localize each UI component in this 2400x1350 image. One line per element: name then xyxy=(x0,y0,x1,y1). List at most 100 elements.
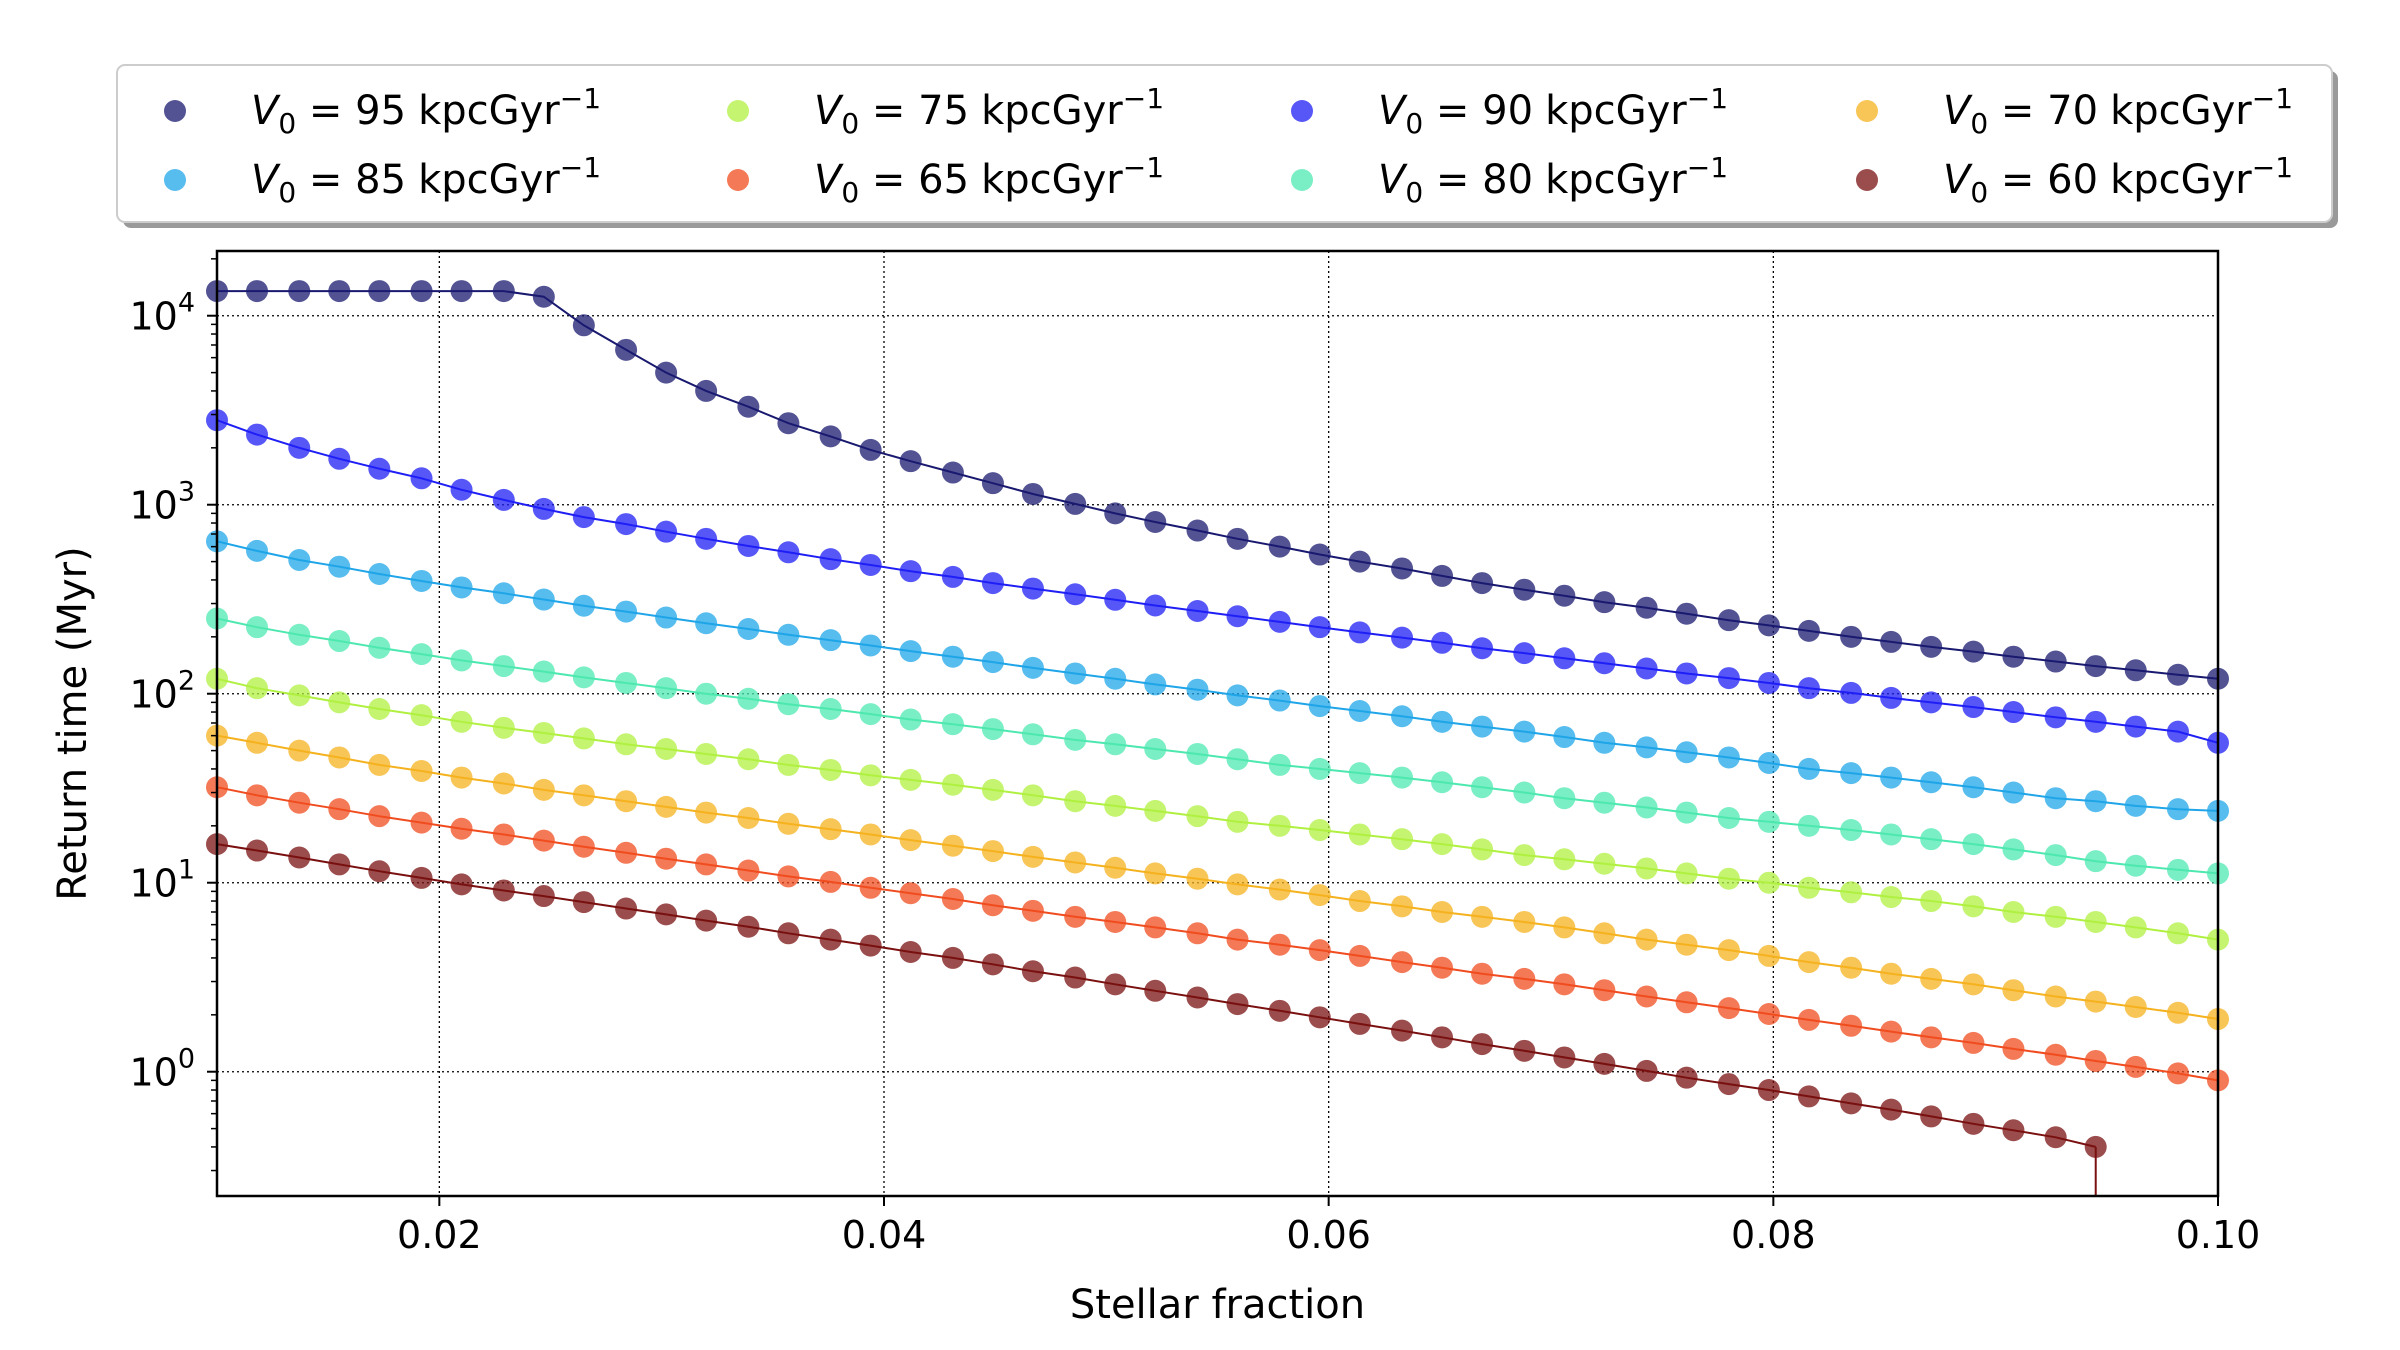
data-point xyxy=(1431,956,1454,979)
data-point xyxy=(1593,591,1616,614)
legend-label: V0 = 75 kpcGyr−1 xyxy=(814,82,1164,140)
data-point xyxy=(1593,922,1616,945)
data-point xyxy=(1797,1008,1820,1031)
data-point xyxy=(1348,823,1371,846)
data-point xyxy=(2002,701,2025,724)
data-point xyxy=(1268,878,1291,901)
data-point xyxy=(1675,662,1698,685)
data-point xyxy=(246,839,269,862)
data-point xyxy=(368,860,391,883)
data-point xyxy=(572,594,595,617)
data-point xyxy=(1186,742,1209,765)
data-point xyxy=(1593,979,1616,1002)
data-point xyxy=(1226,928,1249,951)
data-point xyxy=(450,478,473,501)
data-point xyxy=(1757,871,1780,894)
legend-marker xyxy=(727,100,749,122)
data-point xyxy=(328,691,351,714)
data-point xyxy=(2166,720,2189,743)
data-point xyxy=(2124,659,2147,682)
data-point xyxy=(328,280,351,303)
data-point xyxy=(1064,583,1087,606)
legend-item-95: V0 = 95 kpcGyr−1 xyxy=(164,82,601,140)
data-point xyxy=(1757,1079,1780,1102)
data-point xyxy=(1840,625,1863,648)
data-point xyxy=(450,576,473,599)
data-point xyxy=(1308,757,1331,780)
data-point xyxy=(1104,502,1127,525)
data-point xyxy=(1635,928,1658,951)
x-axis-label: Stellar fraction xyxy=(1070,1282,1365,1328)
data-point xyxy=(859,634,882,657)
data-point xyxy=(1104,794,1127,817)
data-point xyxy=(1144,511,1167,534)
data-point xyxy=(2002,838,2025,861)
data-point xyxy=(288,791,311,814)
data-point xyxy=(655,903,678,926)
legend-label: V0 = 80 kpcGyr−1 xyxy=(1378,151,1728,209)
data-point xyxy=(1717,609,1740,632)
data-point xyxy=(819,818,842,841)
data-point xyxy=(532,721,555,744)
legend-value: 75 xyxy=(918,88,969,134)
data-point xyxy=(492,655,515,678)
data-point xyxy=(695,682,718,705)
data-point xyxy=(2124,996,2147,1018)
data-point xyxy=(899,708,922,731)
data-point xyxy=(2002,1119,2025,1142)
data-point xyxy=(410,467,433,490)
data-point xyxy=(1717,667,1740,690)
data-point xyxy=(1717,997,1740,1020)
data-point xyxy=(2084,655,2107,678)
data-point xyxy=(1268,933,1291,956)
data-point xyxy=(450,710,473,733)
data-point xyxy=(1880,1020,1903,1043)
data-point xyxy=(492,879,515,902)
data-point xyxy=(1391,626,1414,649)
data-point xyxy=(1308,819,1331,842)
data-point xyxy=(1840,762,1863,785)
data-point xyxy=(1348,890,1371,913)
data-point xyxy=(1962,895,1985,918)
data-point xyxy=(450,280,473,303)
data-point xyxy=(1186,805,1209,828)
data-point xyxy=(655,847,678,870)
data-point xyxy=(695,801,718,824)
data-point xyxy=(1757,671,1780,694)
data-point xyxy=(1064,728,1087,751)
legend-marker xyxy=(164,169,186,191)
y-tick-exp: 4 xyxy=(178,288,195,319)
data-point xyxy=(1797,814,1820,837)
series-80 xyxy=(206,607,2229,885)
data-point xyxy=(2044,1043,2067,1066)
data-point xyxy=(492,823,515,846)
data-point xyxy=(1348,550,1371,573)
data-point xyxy=(1391,766,1414,789)
data-point xyxy=(695,379,718,402)
y-tick-base: 10 xyxy=(129,295,177,339)
data-point xyxy=(1840,1014,1863,1037)
data-point xyxy=(328,853,351,876)
y-tick-base: 10 xyxy=(129,673,177,717)
data-point xyxy=(1513,910,1536,933)
data-point xyxy=(2084,1135,2107,1158)
data-point xyxy=(410,643,433,666)
data-point xyxy=(1553,726,1576,749)
data-point xyxy=(1431,833,1454,856)
legend-marker xyxy=(727,169,749,191)
data-point xyxy=(615,790,638,813)
data-point xyxy=(1880,630,1903,653)
data-point xyxy=(1593,731,1616,754)
data-point xyxy=(615,671,638,694)
data-point xyxy=(1431,900,1454,923)
data-point xyxy=(572,727,595,750)
legend-item-80: V0 = 80 kpcGyr−1 xyxy=(1291,151,1728,209)
data-point xyxy=(1797,677,1820,700)
data-point xyxy=(1308,1006,1331,1029)
legend-subscript: 0 xyxy=(841,176,859,209)
data-point xyxy=(1635,1059,1658,1082)
legend-label: V0 = 60 kpcGyr−1 xyxy=(1943,151,2293,209)
data-point xyxy=(1757,614,1780,637)
data-point xyxy=(1920,771,1943,794)
data-point xyxy=(1308,616,1331,639)
